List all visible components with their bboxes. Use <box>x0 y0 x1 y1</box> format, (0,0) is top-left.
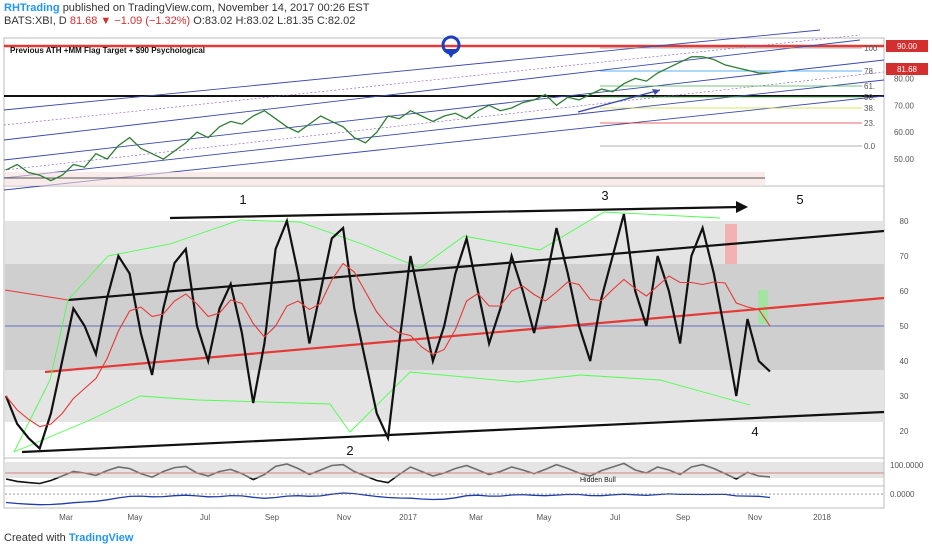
wave-label: 1 <box>239 192 246 207</box>
ohlc-low: L:81.35 <box>277 15 314 27</box>
created-with-text: Created with <box>4 532 66 544</box>
time-tick-label: Nov <box>748 513 762 522</box>
location-marker-pin <box>445 49 457 58</box>
time-tick-label: 2018 <box>813 513 831 522</box>
volume-area <box>5 172 765 186</box>
price-tick-label: 50.00 <box>894 155 915 164</box>
price-tag-90-text: 90.00 <box>897 42 918 51</box>
fib-label: 23. <box>864 119 875 128</box>
ohlc-high: H:83.02 <box>235 15 275 27</box>
time-tick-label: Sep <box>265 513 280 522</box>
oscillator-panel-2 <box>3 485 885 509</box>
rsi-tick-label: 60 <box>900 287 909 296</box>
wave-label: 2 <box>346 443 353 458</box>
last-price: 81.68 <box>69 15 98 27</box>
symbol-label[interactable]: BATS:XBI, D <box>4 15 67 27</box>
fib-labels: 100 78. 61. 50. 38. 23. 0.0 <box>864 44 878 151</box>
rsi-series <box>4 213 771 451</box>
rsi-tick-label: 50 <box>900 322 909 331</box>
time-tick-label: Sep <box>676 513 691 522</box>
signal-box <box>758 290 768 324</box>
tradingview-logo[interactable]: TradingView <box>68 532 134 544</box>
annotation-title: Previous ATH +MM Flag Target + $90 Psych… <box>10 46 205 55</box>
time-axis: Mar May Jul Sep Nov 2017 Mar May Jul Sep Nov 2018 <box>59 513 831 522</box>
time-tick-label: Mar <box>469 513 483 522</box>
rsi-tick-label: 40 <box>900 357 909 366</box>
rsi-tick-label: 30 <box>900 392 909 401</box>
time-tick-label: Jul <box>610 513 620 522</box>
price-tag-last <box>886 63 928 75</box>
rsi-red-trendline <box>44 296 885 374</box>
wave-labels: 1 2 3 4 5 <box>239 188 803 458</box>
author-name[interactable]: RHTrading <box>4 2 60 14</box>
published-text: published on TradingView.com, November 1… <box>62 2 370 14</box>
price-tick-label: 70.00 <box>894 101 915 110</box>
blue-arrow-line <box>577 89 661 113</box>
blue-arrow-head <box>652 89 660 95</box>
fib-label: 61. <box>864 82 875 91</box>
rsi-ma-series <box>5 262 771 428</box>
time-tick-label: Nov <box>337 513 351 522</box>
price-tag-90 <box>886 40 928 52</box>
price-tick-label: 80.00 <box>894 74 915 83</box>
trend-arrow-head <box>736 201 748 213</box>
osc1-max-label: 100.0000 <box>890 461 924 470</box>
price-panel <box>3 37 885 187</box>
price-change: −1.09 (−1.32%) <box>114 15 191 27</box>
price-axis: 50.00 60.00 70.00 80.00 <box>894 74 915 164</box>
fib-label: 50. <box>864 93 875 102</box>
price-series <box>5 56 770 182</box>
hidden-bull-label: Hidden Bull <box>580 477 616 484</box>
wave-label: 4 <box>751 424 758 439</box>
publish-header: RHTrading published on TradingView.com, … <box>4 2 369 14</box>
footer: Created with TradingView <box>4 532 133 544</box>
rsi-tick-label: 80 <box>900 217 909 226</box>
osc2-zero-label: 0.0000 <box>890 490 915 499</box>
wave-label: 5 <box>796 192 803 207</box>
fib-label: 78. <box>864 67 875 76</box>
rsi-red-start <box>4 289 69 301</box>
purple-channel-lines <box>3 34 885 171</box>
oscillator-1-band <box>5 462 884 478</box>
rsi-axis: 20 30 40 50 60 70 80 <box>900 217 909 436</box>
time-tick-label: May <box>536 513 551 522</box>
fib-label: 0.0 <box>864 142 876 151</box>
price-drawings <box>3 29 885 191</box>
time-tick-label: Jul <box>200 513 210 522</box>
time-tick-label: May <box>127 513 142 522</box>
fib-label: 100 <box>864 44 878 53</box>
price-tick-label: 60.00 <box>894 128 915 137</box>
ohlc-open: O:83.02 <box>193 15 233 27</box>
down-arrow-icon: ▼ <box>100 15 112 27</box>
fib-levels <box>600 47 862 147</box>
rsi-tick-label: 70 <box>900 252 909 261</box>
price-tag-last-text: 81.68 <box>897 65 918 74</box>
rsi-tick-label: 20 <box>900 427 909 436</box>
wave-label: 3 <box>601 188 608 203</box>
ohlc-bar: BATS:XBI, D 81.68 ▼ −1.09 (−1.32%) O:83.… <box>4 15 355 27</box>
fib-label: 38. <box>864 104 875 113</box>
time-tick-label: Mar <box>59 513 73 522</box>
rsi-trendlines <box>21 205 885 454</box>
time-tick-label: 2017 <box>399 513 417 522</box>
rsi-inner-zone <box>5 264 884 370</box>
green-wave-lines <box>13 211 751 453</box>
ohlc-close: C:82.02 <box>316 15 356 27</box>
oscillator-2-series <box>5 492 771 506</box>
